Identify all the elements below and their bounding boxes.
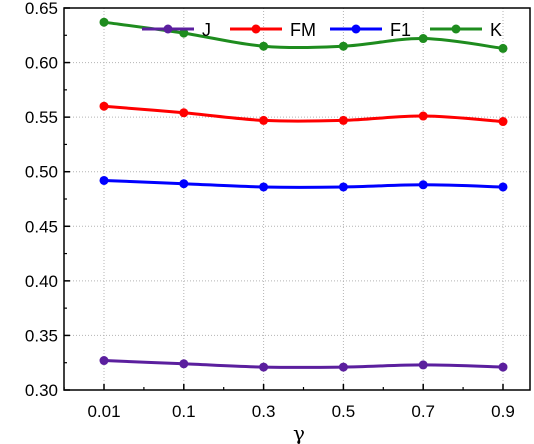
data-point-f1 <box>259 182 269 192</box>
legend-swatch-marker <box>251 24 261 34</box>
series-line-f1 <box>103 178 504 189</box>
x-tick-label: 0.9 <box>491 402 515 421</box>
data-point-k <box>418 34 428 44</box>
data-point-fm <box>498 117 508 127</box>
data-point-k <box>498 43 508 53</box>
series-layer <box>99 17 508 372</box>
legend-swatch-marker <box>351 24 361 34</box>
plot-frame <box>63 7 531 391</box>
y-tick-label: 0.45 <box>25 217 58 236</box>
x-tick-label: 0.7 <box>411 402 435 421</box>
legend-item-f1: F1 <box>330 20 411 40</box>
data-point-j <box>259 362 269 372</box>
data-point-f1 <box>498 182 508 192</box>
data-point-fm <box>99 101 109 111</box>
y-tick-label: 0.65 <box>25 0 58 18</box>
legend-label-k: K <box>490 20 502 40</box>
data-point-j <box>179 359 189 369</box>
data-point-f1 <box>418 180 428 190</box>
x-tick-label: 0.01 <box>87 402 120 421</box>
data-point-fm <box>418 111 428 121</box>
data-point-j <box>99 356 109 366</box>
data-point-j <box>338 362 348 372</box>
series-fm <box>99 101 508 127</box>
series-line-k <box>103 20 504 50</box>
grid-lines <box>64 8 530 390</box>
data-point-j <box>418 360 428 370</box>
x-tick-label: 0.5 <box>332 402 356 421</box>
data-point-k <box>99 17 109 27</box>
series-line-fm <box>103 104 504 124</box>
y-tick-label: 0.30 <box>25 381 58 400</box>
legend-item-k: K <box>430 20 502 40</box>
legend-swatch-marker <box>451 24 461 34</box>
legend-item-fm: FM <box>230 20 316 40</box>
data-point-k <box>338 41 348 51</box>
series-line-j <box>103 359 504 369</box>
legend-swatch-marker <box>163 24 173 34</box>
y-tick-label: 0.60 <box>25 54 58 73</box>
y-tick-label: 0.55 <box>25 108 58 127</box>
data-point-fm <box>179 108 189 118</box>
legend-label-f1: F1 <box>390 20 411 40</box>
data-point-k <box>259 41 269 51</box>
data-point-k <box>179 28 189 38</box>
y-tick-label: 0.50 <box>25 163 58 182</box>
y-tick-label: 0.40 <box>25 272 58 291</box>
x-axis-title: γ <box>293 421 305 444</box>
data-point-fm <box>259 115 269 125</box>
x-tick-label: 0.3 <box>252 402 276 421</box>
series-k <box>99 17 508 53</box>
axis-ticks: 0.30 0.35 0.40 0.45 0.50 0.55 0.60 0.65 0.01 0.1 0… <box>25 0 515 421</box>
legend-label-fm: FM <box>290 20 316 40</box>
x-tick-label: 0.1 <box>172 402 196 421</box>
series-f1 <box>99 175 508 192</box>
data-point-f1 <box>99 175 109 185</box>
data-point-fm <box>338 115 348 125</box>
legend-item-j: J <box>142 20 211 40</box>
data-point-f1 <box>338 182 348 192</box>
data-point-j <box>498 362 508 372</box>
legend-label-j: J <box>202 20 211 40</box>
legend: J FM F1 K <box>142 20 502 40</box>
series-j <box>99 356 508 372</box>
data-point-f1 <box>179 179 189 189</box>
y-tick-label: 0.35 <box>25 326 58 345</box>
